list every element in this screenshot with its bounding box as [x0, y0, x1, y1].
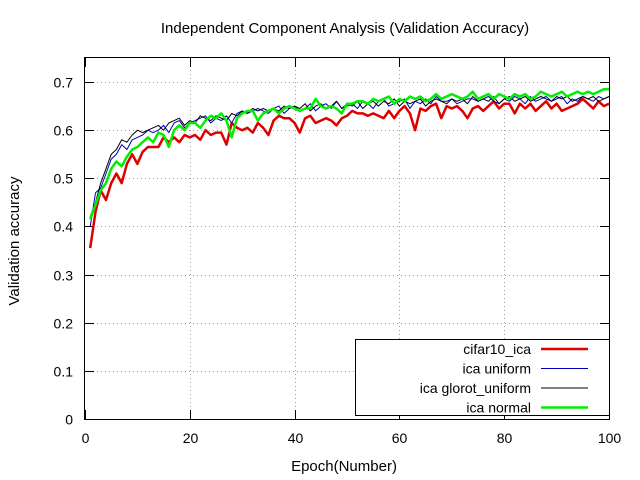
series-layer [88, 88, 610, 249]
x-tick-label: 40 [288, 430, 304, 446]
y-tick-label: 0 [65, 412, 73, 428]
legend-box [355, 339, 610, 416]
legend-label-0: cifar10_ica [463, 341, 531, 357]
plot-frame [84, 57, 610, 420]
y-axis-label: Validation accuracy [6, 176, 23, 305]
x-tick-label: 80 [497, 430, 513, 446]
x-tick-label: 100 [598, 430, 622, 446]
series-line-1 [89, 96, 610, 227]
y-tick-label: 0.7 [54, 75, 74, 91]
series-line-0 [88, 97, 610, 249]
axis-ticks: 0 0.1 0.2 0.3 0.4 0.5 0.6 0.7 0 20 40 60 80 100 [54, 58, 622, 446]
legend-label-3: ica normal [466, 400, 531, 416]
y-tick-label: 0.5 [54, 171, 74, 187]
legend-label-2: ica glorot_uniform [420, 380, 531, 396]
x-tick-label: 20 [183, 430, 199, 446]
x-tick-label: 60 [392, 430, 408, 446]
y-tick-label: 0.2 [54, 316, 74, 332]
chart-title: Independent Component Analysis (Validati… [161, 20, 529, 37]
y-tick-label: 0.4 [54, 219, 74, 235]
x-axis-label: Epoch(Number) [291, 458, 397, 475]
y-tick-label: 0.3 [54, 268, 74, 284]
y-tick-label: 0.6 [54, 123, 74, 139]
legend-label-1: ica uniform [463, 361, 531, 377]
x-tick-label: 0 [82, 430, 90, 446]
y-tick-label: 0.1 [54, 364, 74, 380]
series-line-3 [89, 88, 609, 220]
